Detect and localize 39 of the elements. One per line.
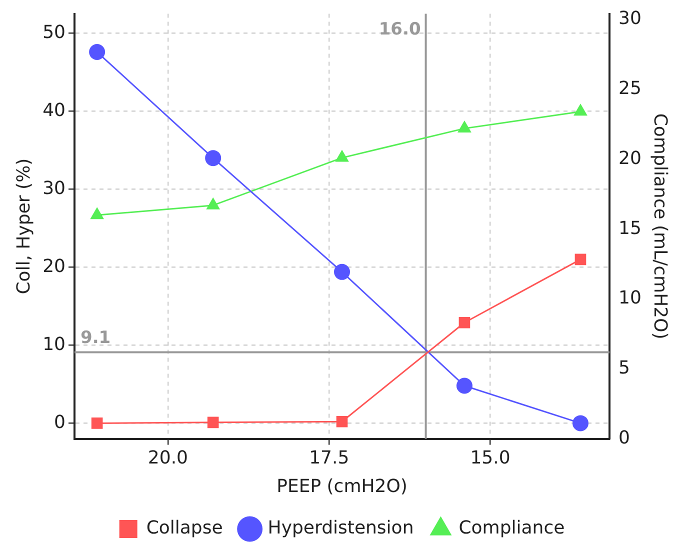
point [456,378,472,394]
y2-tick-label: 30 [618,8,642,30]
y2-tick-label: 20 [618,148,642,169]
point [335,150,349,162]
x-tick-label: 17.5 [309,447,350,468]
point [91,418,103,429]
y2-axis-title: Compliance (mL/cmH2O) [650,113,671,340]
y-tick-label: 0 [54,412,66,433]
point [574,254,586,266]
ref-line-label: 9.1 [80,328,111,348]
point [89,44,106,60]
legend-label: Hyperdistension [268,518,414,539]
y2-tick-label: 0 [618,427,630,448]
legend-label: Compliance [458,518,565,539]
point [336,416,348,428]
point [458,120,472,132]
x-tick-label: 15.0 [470,447,510,468]
point [334,264,350,280]
y-tick-label: 40 [42,100,66,121]
y2-tick-label: 25 [618,78,642,99]
x-axis-title: PEEP (cmH2O) [276,476,408,497]
y-tick-label: 50 [42,22,66,43]
y2-tick-label: 5 [618,358,630,379]
point [458,316,470,328]
point [207,416,219,428]
point [574,104,588,116]
y2-tick-label: 15 [618,218,642,239]
legend-label: Collapse [146,518,223,539]
x-tick-label: 20.0 [148,447,188,468]
y2-tick-label: 10 [618,288,642,309]
y-tick-label: 20 [42,256,66,277]
y-axis-title: Coll, Hyper (%) [13,158,34,294]
y-tick-label: 10 [42,334,66,355]
point [90,207,104,220]
point [206,197,220,210]
point [205,150,222,166]
ref-line-label: 16.0 [378,20,421,40]
point [572,415,588,432]
y-tick-label: 30 [42,178,66,199]
